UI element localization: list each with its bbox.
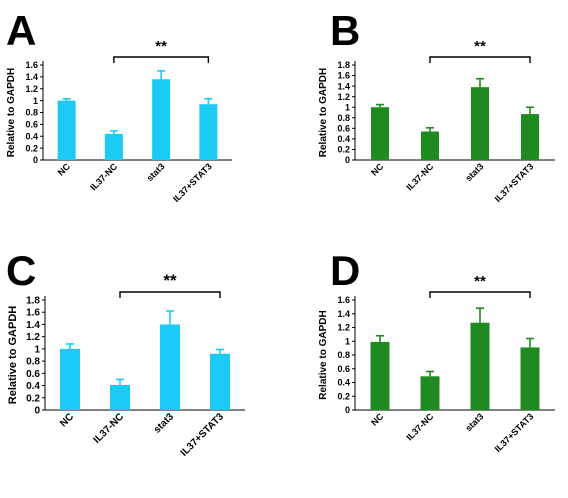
panel-a-y-tick-label: 1.6 — [25, 60, 38, 70]
panel-b-y-tick-label: 1.8 — [337, 60, 350, 70]
panel-c-category-label: stat3 — [152, 411, 177, 436]
panel-b-bar — [471, 87, 489, 160]
panel-d-letter: D — [330, 247, 360, 294]
panel-d-category-label: IL37+STAT3 — [493, 411, 536, 454]
panel-d-bar — [420, 376, 440, 410]
panel-d-y-tick-label: 0.2 — [337, 391, 350, 401]
panel-c-bar — [210, 353, 230, 410]
panel-b-y-tick-label: 0.2 — [337, 145, 350, 155]
panel-d-category-label: IL37-NC — [404, 411, 435, 442]
panel-d-y-tick-label: 1.4 — [337, 309, 350, 319]
panel-a-y-axis-label: Relative to GAPDH — [6, 68, 17, 157]
panel-a-bar — [104, 133, 123, 160]
panel-c-y-tick-label: 0 — [34, 406, 40, 417]
panel-b-bar — [371, 107, 389, 160]
panel-b-category-label: NC — [369, 161, 386, 178]
panel-a-category-label: IL37+STAT3 — [171, 161, 214, 204]
panel-a-category-label: stat3 — [145, 161, 167, 183]
panel-c-y-tick-label: 1 — [34, 344, 40, 355]
panel-b-category-label: IL37+STAT3 — [493, 161, 536, 204]
panel-a-significance-bracket — [113, 56, 210, 63]
panel-d-significance-bracket — [429, 291, 531, 298]
panel-d-category-label: NC — [369, 411, 386, 428]
panel-c-y-tick-label: 1.8 — [26, 296, 40, 307]
panel-b-y-tick-label: 1 — [345, 102, 350, 112]
panel-d-y-tick-label: 0 — [345, 405, 350, 415]
panel-d-bar — [520, 347, 540, 410]
panel-b-bar — [521, 114, 539, 160]
panel-a-y-tick-label: 1.2 — [25, 84, 38, 94]
panel-b-category-label: stat3 — [463, 161, 485, 183]
panel-b-y-tick-label: 0.6 — [337, 123, 350, 133]
panel-c-y-tick-label: 1.2 — [26, 332, 40, 343]
panel-b-category-label: IL37-NC — [404, 161, 435, 192]
panel-a-y-tick-label: 0.8 — [25, 108, 38, 118]
panel-b-y-tick-label: 1.2 — [337, 92, 350, 102]
panel-a-y-tick-label: 0 — [33, 155, 38, 165]
panel-b-y-tick-label: 0 — [345, 155, 350, 165]
panel-a-y-tick-label: 1 — [33, 96, 38, 106]
panel-c-category-label: IL37+STAT3 — [179, 411, 227, 459]
panel-c-y-tick-label: 0.8 — [26, 357, 40, 368]
panel-b-letter: B — [330, 7, 360, 54]
panel-a-category-label: NC — [56, 161, 73, 178]
panel-a-y-tick-label: 1.4 — [25, 72, 38, 82]
panel-a-bar — [199, 104, 218, 160]
panel-b-y-tick-label: 1.4 — [337, 81, 350, 91]
panel-c-y-tick-label: 1.4 — [26, 320, 40, 331]
panel-c-y-tick-label: 1.6 — [26, 308, 40, 319]
panel-d-y-tick-label: 1.6 — [337, 295, 350, 305]
panel-c-y-axis-label: Relative to GAPDH — [7, 306, 19, 404]
panel-d-category-label: stat3 — [463, 411, 485, 433]
panel-d-y-tick-label: 0.4 — [337, 378, 350, 388]
panel-b-bar — [421, 131, 439, 160]
panel-d-y-tick-label: 1 — [345, 336, 350, 346]
panel-c-significance-label: ** — [163, 271, 177, 290]
panel-c-significance-bracket — [119, 291, 221, 298]
panel-d-y-tick-label: 0.6 — [337, 364, 350, 374]
panel-c-category-label: NC — [58, 411, 76, 429]
panel-a-y-tick-label: 0.6 — [25, 120, 38, 130]
panel-b-y-tick-label: 0.8 — [337, 113, 350, 123]
panel-d-bar — [470, 322, 490, 410]
panel-b-y-axis-label: Relative to GAPDH — [318, 68, 329, 157]
panel-d-y-tick-label: 0.8 — [337, 350, 350, 360]
panel-a-y-tick-label: 0.2 — [25, 143, 38, 153]
panel-b-significance-bracket — [429, 56, 531, 63]
panel-c-category-label: IL37-NC — [92, 411, 127, 446]
panel-d-bar — [370, 341, 390, 410]
panel-a-letter: A — [6, 7, 36, 54]
panel-d-y-tick-label: 1.2 — [337, 323, 350, 333]
panel-a-bar — [152, 79, 171, 160]
panel-c-y-tick-label: 0.4 — [26, 381, 40, 392]
panel-c-y-tick-label: 0.6 — [26, 369, 40, 380]
panel-a-significance-label: ** — [155, 38, 167, 55]
panel-c-letter: C — [6, 247, 36, 294]
panel-a-y-tick-label: 0.4 — [25, 131, 38, 141]
panel-c-bar — [160, 324, 180, 410]
panel-b-y-tick-label: 1.6 — [337, 71, 350, 81]
panel-c-y-tick-label: 0.2 — [26, 393, 40, 404]
panel-b-y-tick-label: 0.4 — [337, 134, 350, 144]
panel-d-significance-label: ** — [474, 273, 486, 290]
panel-a-category-label: IL37-NC — [88, 161, 119, 192]
panel-a-bar — [57, 100, 76, 160]
panel-c-bar — [60, 348, 80, 410]
panel-d-y-axis-label: Relative to GAPDH — [318, 310, 329, 399]
panel-c-bar — [110, 384, 130, 410]
panel-b-significance-label: ** — [474, 38, 486, 55]
